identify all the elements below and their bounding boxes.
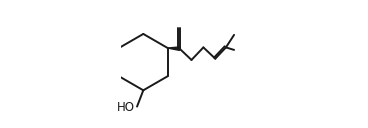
Polygon shape bbox=[168, 47, 180, 50]
Text: HO: HO bbox=[117, 101, 135, 114]
